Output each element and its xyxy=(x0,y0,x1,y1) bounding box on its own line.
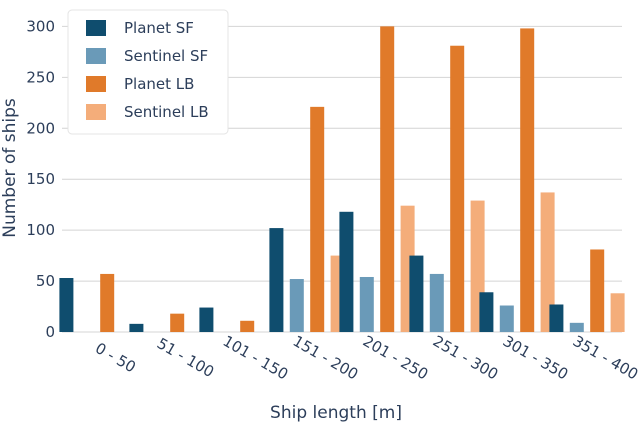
x-tick-label: 51 - 100 xyxy=(154,334,217,381)
bars xyxy=(59,26,625,332)
bar-planet-lb xyxy=(100,273,115,332)
y-tick-label: 0 xyxy=(45,323,55,341)
bar-planet-lb xyxy=(450,45,465,332)
y-tick-label: 150 xyxy=(26,170,55,188)
legend-swatch xyxy=(86,104,106,120)
x-tick-label: 101 - 150 xyxy=(220,332,292,384)
x-tick-label: 251 - 300 xyxy=(430,332,502,384)
y-tick-label: 250 xyxy=(26,68,55,86)
bar-planet-lb xyxy=(520,28,535,332)
bar-planet-lb xyxy=(240,320,255,332)
x-tick-label: 201 - 250 xyxy=(360,332,432,384)
bar-sentinel-sf xyxy=(429,273,444,332)
bar-planet-lb xyxy=(380,26,395,332)
bar-planet-sf xyxy=(269,228,284,332)
x-tick-label: 301 - 350 xyxy=(500,332,572,384)
bar-planet-sf xyxy=(199,307,214,332)
legend-swatch xyxy=(86,20,106,36)
y-tick-label: 300 xyxy=(26,17,55,35)
bar-planet-sf xyxy=(59,278,74,332)
y-tick-labels: 0 50 100 150 200 250 300 xyxy=(26,17,55,341)
legend-swatch xyxy=(86,76,106,92)
bar-planet-sf xyxy=(479,292,494,332)
bar-planet-sf xyxy=(409,255,424,332)
x-axis-title: Ship length [m] xyxy=(270,403,402,423)
bar-sentinel-sf xyxy=(499,305,514,332)
bar-sentinel-sf xyxy=(569,322,584,332)
x-tick-label: 351 - 400 xyxy=(570,332,640,384)
x-tick-label: 151 - 200 xyxy=(290,332,362,384)
y-tick-label: 200 xyxy=(26,119,55,137)
bar-planet-sf xyxy=(129,323,144,332)
legend-label: Planet SF xyxy=(124,19,194,37)
bar-planet-lb xyxy=(170,313,185,332)
bar-planet-sf xyxy=(549,304,564,332)
bar-sentinel-sf xyxy=(359,276,374,332)
x-tick-label: 0 - 50 xyxy=(92,339,139,376)
bar-planet-sf xyxy=(339,211,354,332)
bar-planet-lb xyxy=(590,249,605,332)
y-tick-label: 100 xyxy=(26,221,55,239)
legend: Planet SF Sentinel SF Planet LB Sentinel LB xyxy=(67,9,229,135)
bar-sentinel-lb xyxy=(610,293,625,332)
y-axis-title: Number of ships xyxy=(0,98,20,238)
legend-label: Planet LB xyxy=(124,75,194,93)
legend-box xyxy=(67,9,229,135)
bar-sentinel-sf xyxy=(289,279,304,332)
bar-sentinel-lb xyxy=(540,192,555,332)
y-tick-label: 50 xyxy=(36,272,55,290)
legend-label: Sentinel LB xyxy=(124,103,209,121)
legend-swatch xyxy=(86,48,106,64)
bar-planet-lb xyxy=(310,106,325,332)
legend-label: Sentinel SF xyxy=(124,47,208,65)
